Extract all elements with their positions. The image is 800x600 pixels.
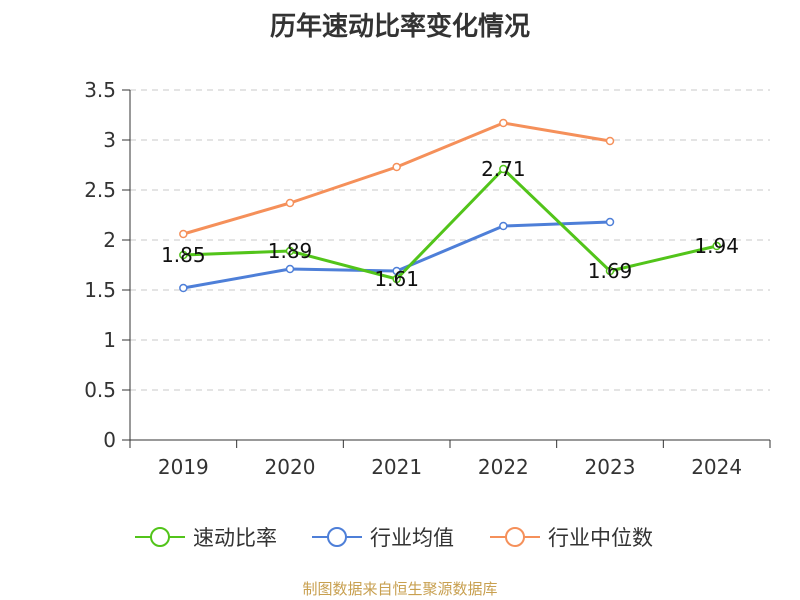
series-line-0 bbox=[183, 167, 718, 281]
x-tick-label: 2024 bbox=[691, 455, 742, 479]
data-point bbox=[392, 274, 401, 284]
legend-marker bbox=[150, 527, 170, 547]
data-point bbox=[179, 250, 188, 260]
y-tick-label: 1.5 bbox=[84, 278, 116, 302]
data-point bbox=[392, 266, 401, 276]
source-note: 制图数据来自恒生聚源数据库 bbox=[302, 580, 498, 598]
data-point bbox=[499, 221, 508, 231]
data-label: 1.94 bbox=[694, 234, 739, 258]
data-point bbox=[605, 217, 615, 227]
data-point bbox=[605, 266, 615, 276]
x-tick-label: 2019 bbox=[158, 455, 209, 479]
legend-marker bbox=[327, 527, 347, 547]
x-tick-label: 2022 bbox=[478, 455, 529, 479]
y-tick-label: 3 bbox=[103, 128, 116, 152]
data-label: 1.69 bbox=[588, 259, 633, 283]
data-label: 1.89 bbox=[268, 239, 313, 263]
data-label: 1.61 bbox=[374, 267, 419, 291]
data-point bbox=[392, 162, 401, 172]
legend-label: 速动比率 bbox=[193, 526, 277, 550]
data-point bbox=[712, 241, 721, 251]
data-point bbox=[499, 118, 508, 128]
y-tick-label: 2 bbox=[103, 228, 116, 252]
x-tick-label: 2020 bbox=[265, 455, 316, 479]
data-point bbox=[285, 198, 295, 208]
data-label: 1.85 bbox=[161, 243, 206, 267]
data-point bbox=[605, 136, 615, 146]
y-tick-label: 2.5 bbox=[84, 178, 116, 202]
legend-label: 行业均值 bbox=[370, 526, 454, 550]
chart-title: 历年速动比率变化情况 bbox=[269, 12, 530, 42]
data-point bbox=[285, 246, 295, 256]
y-tick-label: 3.5 bbox=[84, 78, 116, 102]
legend-label: 行业中位数 bbox=[548, 526, 653, 550]
x-tick-label: 2023 bbox=[585, 455, 636, 479]
data-point bbox=[179, 229, 188, 239]
y-tick-label: 0 bbox=[103, 428, 116, 452]
legend-marker bbox=[505, 527, 525, 547]
data-label: 2.71 bbox=[481, 157, 526, 181]
y-tick-label: 1 bbox=[103, 328, 116, 352]
data-point bbox=[179, 283, 188, 293]
data-point bbox=[285, 264, 295, 274]
x-tick-label: 2021 bbox=[371, 455, 422, 479]
data-point bbox=[499, 164, 508, 174]
y-tick-label: 0.5 bbox=[84, 378, 116, 402]
